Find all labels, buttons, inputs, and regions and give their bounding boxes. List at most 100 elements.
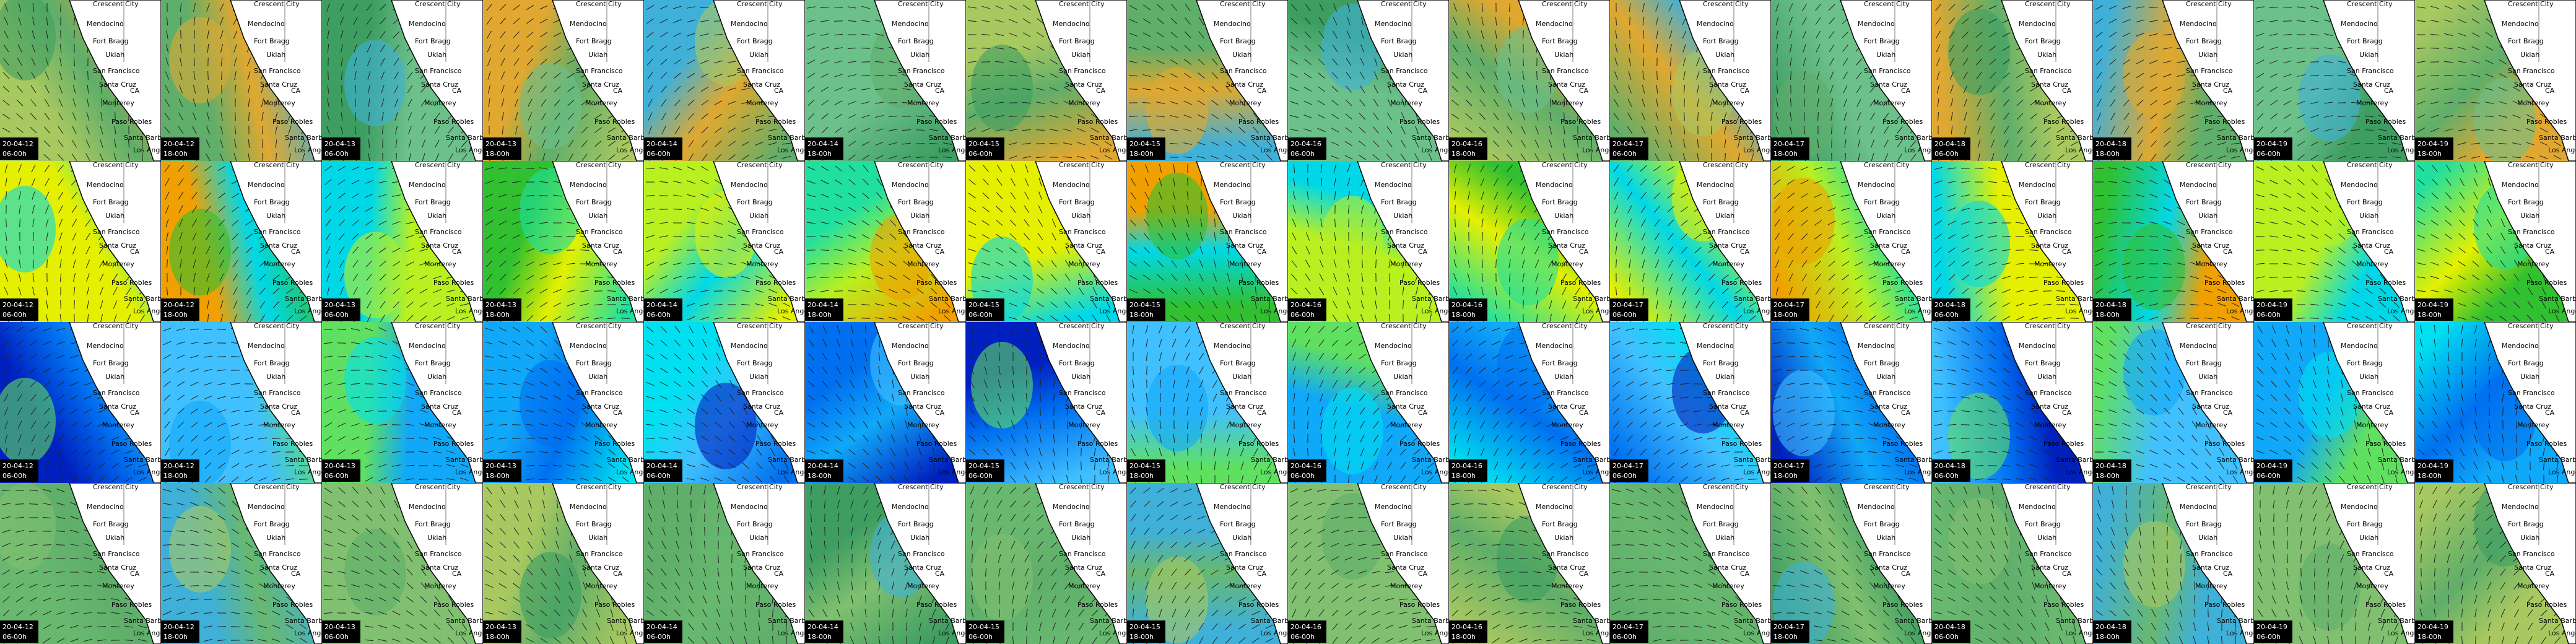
wind-barb (1143, 246, 1151, 254)
wind-barb (32, 287, 35, 295)
wind-barb (1145, 164, 1149, 173)
wind-barb (2325, 178, 2331, 186)
date-box (1127, 137, 1165, 160)
wind-barb (594, 154, 602, 161)
wind-barb (1185, 232, 1190, 241)
wind-barb (1318, 72, 1325, 79)
wind-barb (714, 179, 723, 185)
wind-barb (1170, 115, 1178, 118)
wind-barb (1171, 274, 1177, 281)
wind-barb (1520, 154, 1526, 161)
wind-barb (807, 6, 816, 9)
wind-barb (366, 274, 372, 281)
wind-barb (741, 115, 750, 118)
wind-barb (2430, 101, 2439, 105)
land (2162, 161, 2254, 322)
wind-barb (981, 115, 990, 118)
wind-barb (434, 126, 440, 134)
wind-barb (1494, 58, 1498, 66)
wind-barb (1197, 100, 1206, 106)
wind-barb (499, 17, 507, 25)
wind-barb (1360, 71, 1365, 80)
wind-barb (1817, 111, 1819, 121)
place-label: Santa Barbara (2217, 134, 2254, 142)
wind-barb (233, 300, 238, 309)
wind-barb (17, 44, 22, 53)
wind-barb (2204, 289, 2213, 293)
wind-barb (58, 112, 63, 121)
wind-barb (2135, 222, 2145, 224)
wind-barb (180, 2, 182, 12)
wind-barb (2269, 193, 2278, 198)
wind-barb (1963, 71, 1968, 80)
wind-barb (2108, 289, 2117, 294)
wind-barb (180, 272, 182, 282)
wind-barb (2122, 19, 2131, 24)
wind-barb (1200, 219, 1203, 227)
wind-barb (1817, 139, 1819, 149)
place-label: CA (130, 248, 140, 256)
wind-barb (1668, 3, 1673, 12)
wind-barb (1291, 274, 1297, 281)
place-label: San Francisco (1059, 67, 1106, 75)
wind-barb (1303, 128, 1312, 132)
wind-barb (2043, 127, 2051, 133)
place-label: Paso Robles (2043, 118, 2084, 126)
wind-barb (1975, 315, 1983, 322)
wind-barb (87, 84, 89, 94)
place-label: Mendocino (2341, 20, 2378, 28)
wind-barb (672, 235, 682, 238)
wind-barb (728, 262, 736, 266)
place-label: Ukiah (588, 212, 607, 220)
wind-barb (341, 98, 343, 108)
wind-barb (1319, 3, 1324, 12)
wind-barb (43, 154, 51, 160)
wind-barb (485, 167, 494, 170)
wind-barb (1655, 112, 1659, 121)
wind-barb (1345, 99, 1352, 107)
wind-barb (2458, 61, 2466, 63)
wind-barb (1211, 113, 1219, 120)
wind-barb (59, 58, 62, 66)
place-label: Santa Cruz (2353, 80, 2390, 89)
wind-barb (1213, 259, 1217, 268)
wind-barb (2256, 194, 2265, 198)
wind-barb (1038, 205, 1043, 214)
wind-barb (2110, 98, 2116, 107)
wind-barb (1211, 100, 1219, 106)
wind-barb (2095, 18, 2104, 24)
wind-barb (646, 18, 655, 24)
wind-barb (996, 178, 1003, 186)
wind-barb (834, 60, 843, 64)
wind-barb (1642, 286, 1645, 296)
wind-barb (820, 7, 830, 8)
wind-barb (1641, 112, 1646, 121)
wind-barb (2458, 129, 2466, 131)
wind-barb (903, 274, 910, 281)
place-label: CA (2223, 87, 2233, 95)
wind-barb (2123, 72, 2130, 79)
place-label: Mendocino (248, 181, 285, 189)
wind-barb (1466, 30, 1471, 39)
wind-barb (486, 4, 492, 11)
wind-barb (58, 98, 63, 107)
wind-barb (1669, 98, 1672, 108)
wind-barb (834, 207, 843, 212)
wind-barb (1078, 287, 1084, 295)
wind-barb (553, 32, 562, 37)
wind-barb (261, 112, 264, 121)
wind-barb (178, 126, 184, 134)
wind-barb (2163, 249, 2172, 251)
wind-barb (33, 259, 34, 269)
wind-barb (700, 290, 709, 292)
wind-barb (862, 206, 869, 212)
wind-barb (2310, 128, 2319, 133)
place-label: Ukiah (2037, 51, 2056, 59)
wind-barb (302, 153, 305, 161)
wind-barb (834, 113, 843, 120)
wind-barb (768, 155, 777, 159)
time-label: 18-00h (2417, 150, 2442, 158)
wind-barb (674, 72, 681, 79)
wind-barb (1615, 30, 1617, 39)
